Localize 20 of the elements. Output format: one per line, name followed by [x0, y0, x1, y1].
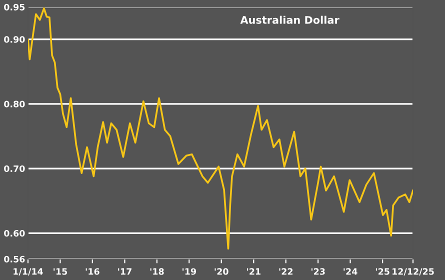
- x-tick-label: '25: [376, 268, 390, 275]
- y-tick-label: 0.60: [4, 230, 25, 237]
- x-tick-label: 12/12/25: [392, 268, 434, 276]
- y-tick-label: 0.70: [4, 165, 25, 172]
- x-tick-label: '15: [54, 268, 68, 275]
- x-tick-label: '21: [247, 268, 260, 275]
- x-tick-label: 1/1/14: [14, 268, 43, 276]
- y-tick-label: 0.95: [4, 4, 25, 10]
- y-tick-label: 0.80: [4, 100, 25, 108]
- y-tick-label: 0.56: [4, 256, 25, 262]
- text: Australian Dollar: [240, 16, 340, 24]
- x-tick-label: '18: [150, 268, 164, 275]
- x-tick-label: '24: [344, 268, 358, 275]
- x-tick-label: '17: [118, 268, 132, 275]
- x-tick-label: '16: [86, 268, 100, 275]
- x-tick-label: '19: [182, 268, 196, 275]
- x-tick-label: '23: [311, 268, 325, 275]
- x-tick-label: '20: [214, 268, 228, 275]
- x-tick-label: '22: [279, 268, 293, 275]
- y-tick-label: 0.90: [4, 36, 25, 43]
